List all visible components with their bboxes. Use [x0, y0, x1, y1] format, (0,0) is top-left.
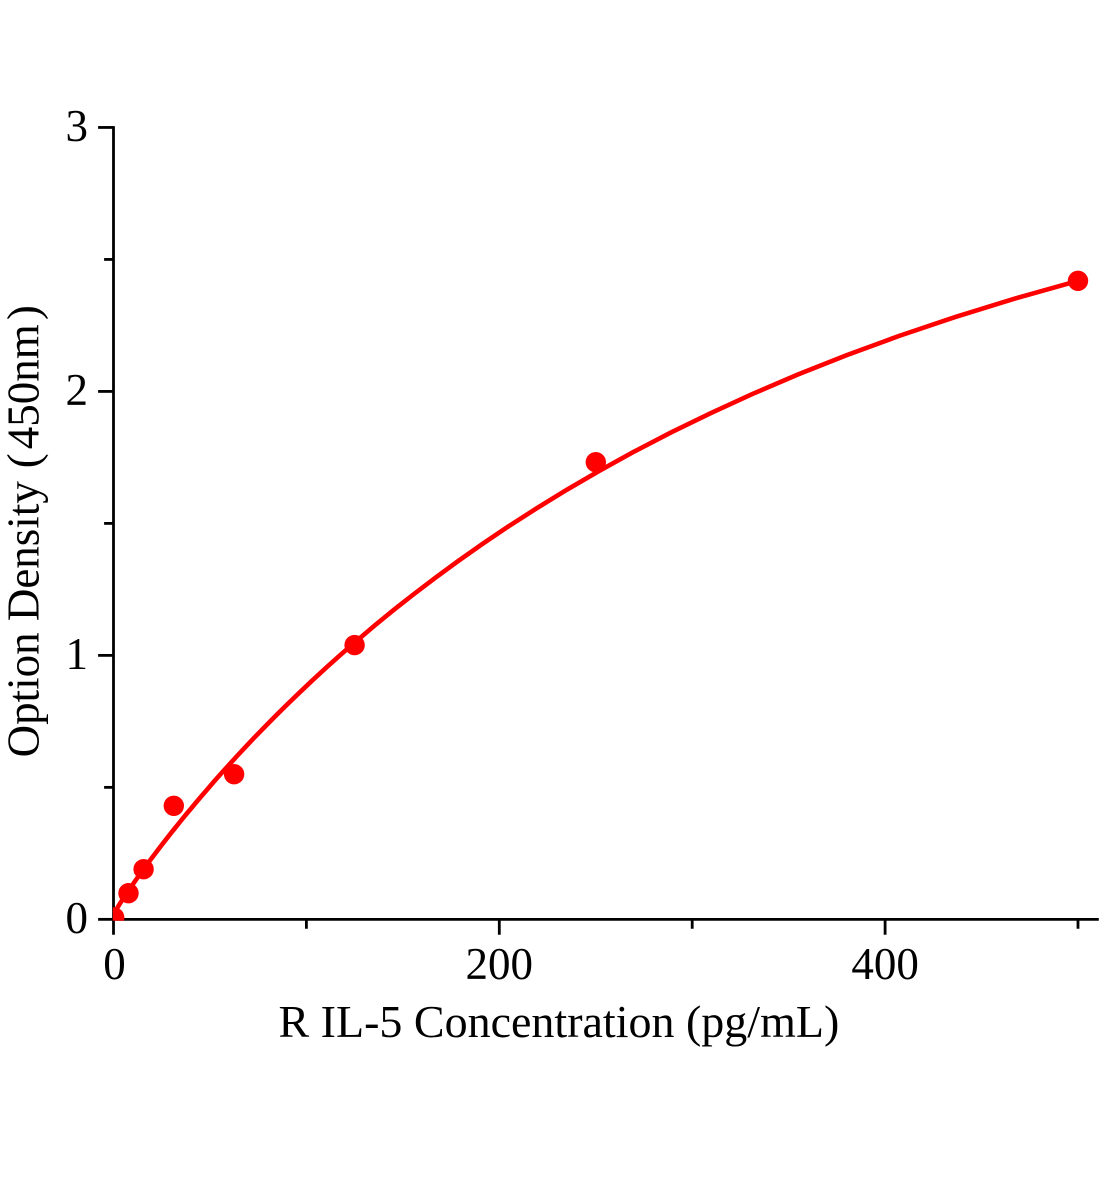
svg-text:0: 0: [103, 939, 126, 989]
svg-text:2: 2: [66, 365, 89, 415]
svg-text:R IL-5 Concentration (pg/mL): R IL-5 Concentration (pg/mL): [278, 996, 839, 1047]
svg-text:1: 1: [66, 629, 89, 679]
svg-text:3: 3: [66, 101, 89, 151]
svg-text:200: 200: [466, 939, 534, 989]
svg-text:Option Density(450nm): Option Density(450nm): [0, 305, 49, 757]
svg-text:400: 400: [851, 939, 919, 989]
svg-text:0: 0: [66, 893, 89, 943]
